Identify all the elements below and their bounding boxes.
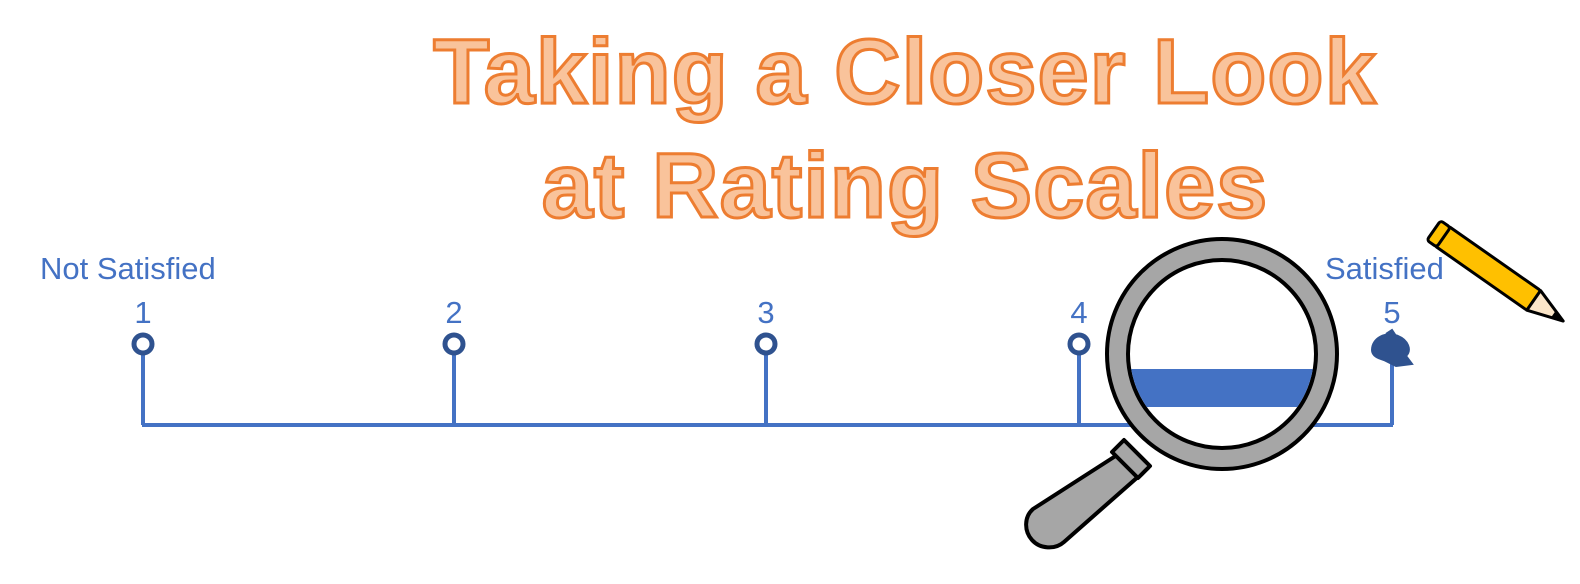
scale-option-2[interactable]: [442, 332, 466, 356]
magnifying-glass-icon: [1024, 237, 1339, 550]
title-line-1: Taking a Closer Look: [432, 21, 1378, 123]
scale-point-2-label: 2: [445, 295, 463, 330]
scale-option-1[interactable]: [131, 332, 155, 356]
scale-point-4-label: 4: [1070, 295, 1088, 330]
scale-point-5-label: 5: [1383, 295, 1401, 330]
scale-point-3-label: 3: [757, 295, 775, 330]
pencil-icon: [1426, 220, 1565, 323]
title-line-2: at Rating Scales: [540, 135, 1269, 237]
scale-option-4[interactable]: [1067, 332, 1091, 356]
scale-high-label: Satisfied: [1325, 251, 1444, 286]
scale-option-3[interactable]: [754, 332, 778, 356]
scale-point-1-label: 1: [134, 295, 152, 330]
selected-marker-icon[interactable]: [1370, 328, 1414, 368]
scale-low-label: Not Satisfied: [40, 251, 216, 286]
